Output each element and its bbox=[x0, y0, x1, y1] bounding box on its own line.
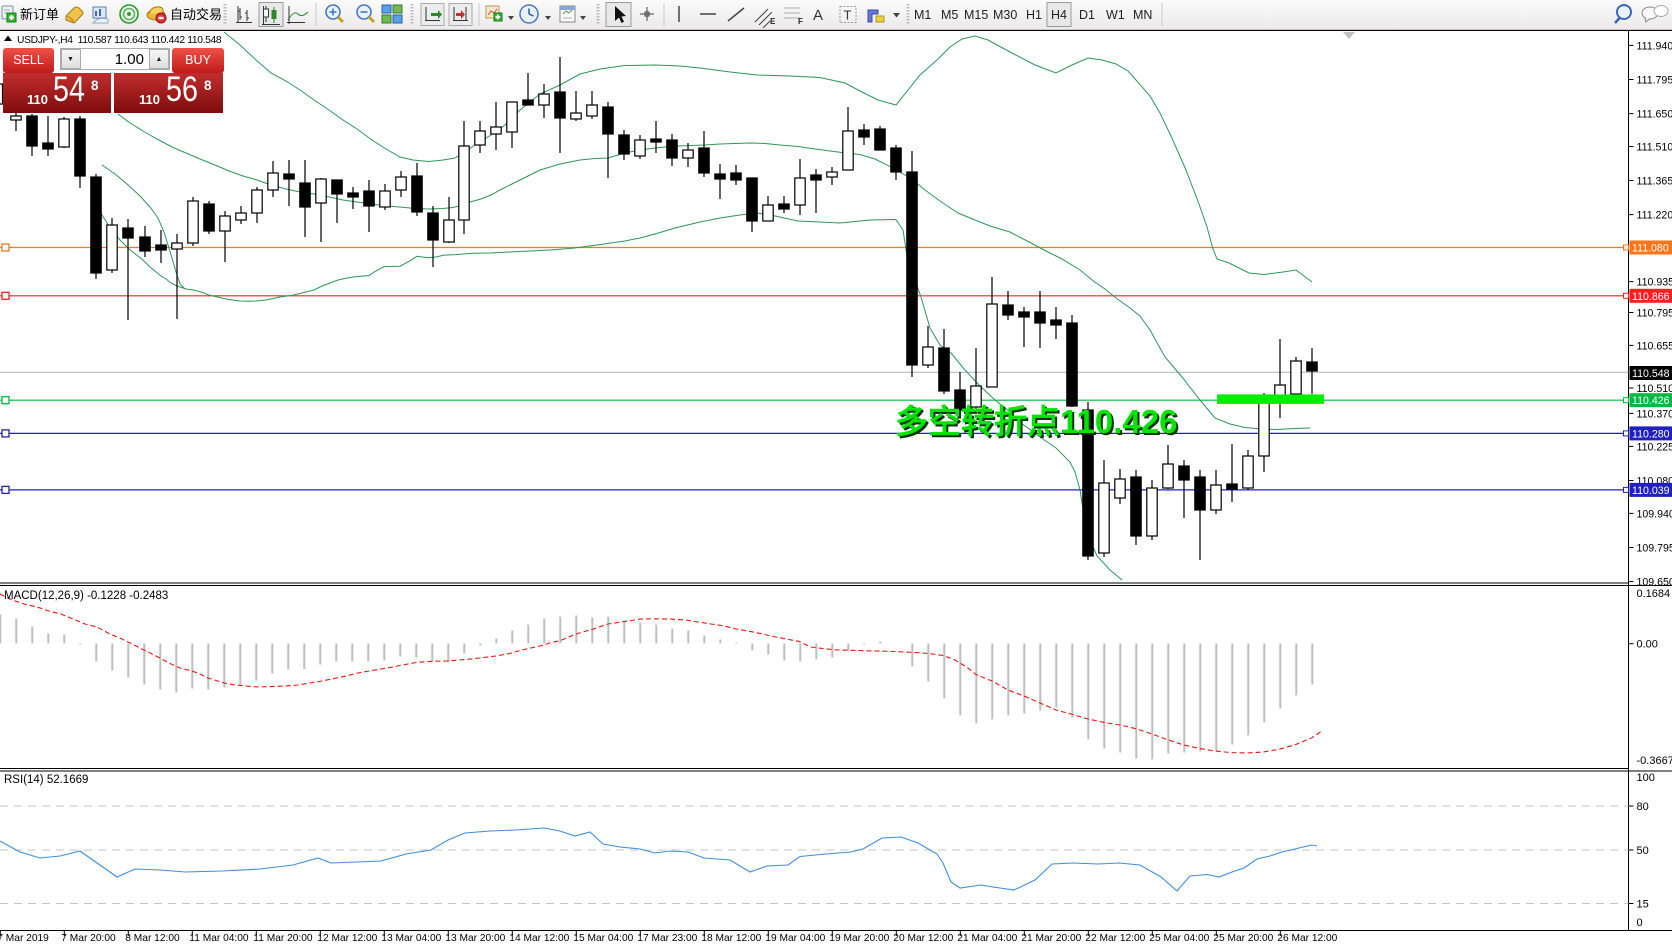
svg-text:21 Mar 04:00: 21 Mar 04:00 bbox=[957, 933, 1017, 944]
svg-text:22 Mar 12:00: 22 Mar 12:00 bbox=[1085, 933, 1145, 944]
svg-text:109.650: 109.650 bbox=[1637, 577, 1672, 589]
svg-text:13 Mar 20:00: 13 Mar 20:00 bbox=[445, 933, 505, 944]
svg-text:111.080: 111.080 bbox=[1632, 243, 1669, 255]
svg-text:19 Mar 20:00: 19 Mar 20:00 bbox=[829, 933, 889, 944]
svg-text:7 Mar 20:00: 7 Mar 20:00 bbox=[61, 933, 116, 944]
svg-text:17 Mar 23:00: 17 Mar 23:00 bbox=[637, 933, 697, 944]
svg-text:MN: MN bbox=[1133, 8, 1152, 22]
svg-text:7 Mar 2019: 7 Mar 2019 bbox=[0, 933, 49, 944]
svg-text:0.1684: 0.1684 bbox=[1637, 588, 1671, 600]
svg-text:50: 50 bbox=[1637, 845, 1649, 857]
svg-text:M5: M5 bbox=[941, 8, 958, 22]
svg-text:H4: H4 bbox=[1051, 8, 1067, 22]
svg-text:多空转折点110.426: 多空转折点110.426 bbox=[895, 403, 1177, 440]
svg-text:RSI(14) 52.1669: RSI(14) 52.1669 bbox=[4, 774, 88, 786]
svg-text:110.225: 110.225 bbox=[1637, 441, 1672, 453]
svg-text:M30: M30 bbox=[993, 8, 1017, 22]
svg-text:0: 0 bbox=[1637, 917, 1643, 929]
svg-text:80: 80 bbox=[1637, 801, 1649, 813]
svg-text:110.510: 110.510 bbox=[1637, 383, 1672, 395]
svg-text:MACD(12,26,9) -0.1228 -0.2483: MACD(12,26,9) -0.1228 -0.2483 bbox=[4, 590, 168, 602]
svg-text:15: 15 bbox=[1637, 899, 1649, 911]
svg-text:自动交易: 自动交易 bbox=[170, 7, 222, 22]
svg-text:新订单: 新订单 bbox=[20, 7, 59, 22]
svg-text:109.940: 109.940 bbox=[1637, 508, 1672, 520]
svg-text:11 Mar 04:00: 11 Mar 04:00 bbox=[189, 933, 249, 944]
svg-text:18 Mar 12:00: 18 Mar 12:00 bbox=[701, 933, 761, 944]
svg-text:M1: M1 bbox=[914, 8, 931, 22]
svg-text:20 Mar 12:00: 20 Mar 12:00 bbox=[893, 933, 953, 944]
svg-text:110.426: 110.426 bbox=[1632, 395, 1670, 407]
svg-text:111.365: 111.365 bbox=[1637, 176, 1672, 188]
svg-text:111.220: 111.220 bbox=[1637, 210, 1672, 222]
svg-text:111.510: 111.510 bbox=[1637, 142, 1672, 154]
svg-text:111.940: 111.940 bbox=[1637, 40, 1672, 52]
svg-text:19 Mar 04:00: 19 Mar 04:00 bbox=[765, 933, 825, 944]
svg-text:8 Mar 12:00: 8 Mar 12:00 bbox=[125, 933, 180, 944]
svg-text:25 Mar 04:00: 25 Mar 04:00 bbox=[1149, 933, 1209, 944]
svg-text:110.039: 110.039 bbox=[1632, 485, 1670, 497]
svg-text:H1: H1 bbox=[1026, 8, 1042, 22]
svg-text:110.866: 110.866 bbox=[1632, 291, 1670, 303]
svg-text:110.935: 110.935 bbox=[1637, 277, 1672, 289]
svg-text:多空转折点110.426: 多空转折点110.426 bbox=[897, 405, 1179, 442]
svg-text:111.650: 111.650 bbox=[1637, 109, 1672, 121]
svg-text:15 Mar 04:00: 15 Mar 04:00 bbox=[573, 933, 633, 944]
svg-text:A: A bbox=[813, 7, 823, 24]
svg-text:F: F bbox=[798, 17, 803, 26]
svg-text:109.795: 109.795 bbox=[1637, 543, 1672, 555]
svg-text:USDJPY-,H4 110.587 110.643 11: USDJPY-,H4 110.587 110.643 110.442 110.5… bbox=[17, 35, 222, 46]
svg-text:M15: M15 bbox=[964, 8, 988, 22]
svg-text:T: T bbox=[844, 8, 852, 23]
svg-text:13 Mar 04:00: 13 Mar 04:00 bbox=[381, 933, 441, 944]
svg-text:110.655: 110.655 bbox=[1637, 340, 1672, 352]
svg-text:110.795: 110.795 bbox=[1637, 308, 1672, 320]
svg-text:21 Mar 20:00: 21 Mar 20:00 bbox=[1021, 933, 1081, 944]
svg-text:25 Mar 20:00: 25 Mar 20:00 bbox=[1213, 933, 1273, 944]
svg-text:26 Mar 12:00: 26 Mar 12:00 bbox=[1277, 933, 1337, 944]
svg-text:110.370: 110.370 bbox=[1637, 408, 1672, 420]
svg-text:11 Mar 20:00: 11 Mar 20:00 bbox=[253, 933, 313, 944]
svg-text:100: 100 bbox=[1637, 772, 1655, 784]
svg-text:14 Mar 12:00: 14 Mar 12:00 bbox=[509, 933, 569, 944]
svg-text:-0.3667: -0.3667 bbox=[1637, 755, 1672, 767]
svg-text:111.795: 111.795 bbox=[1637, 75, 1672, 87]
svg-text:110.548: 110.548 bbox=[1632, 368, 1670, 380]
svg-text:E: E bbox=[770, 17, 776, 26]
svg-text:D1: D1 bbox=[1079, 8, 1095, 22]
svg-text:W1: W1 bbox=[1106, 8, 1125, 22]
svg-text:0.00: 0.00 bbox=[1637, 639, 1658, 651]
svg-text:12 Mar 12:00: 12 Mar 12:00 bbox=[317, 933, 377, 944]
svg-text:110.280: 110.280 bbox=[1632, 428, 1670, 440]
